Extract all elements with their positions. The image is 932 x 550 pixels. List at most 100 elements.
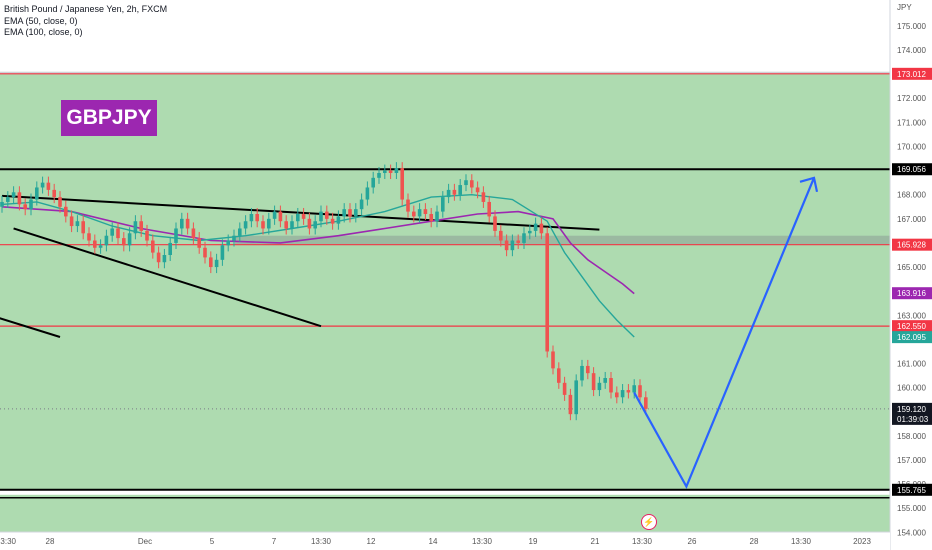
candle-body — [11, 192, 16, 198]
chart-legend: British Pound / Japanese Yen, 2h, FXCM E… — [4, 4, 167, 39]
price-tick: 174.000 — [897, 46, 926, 55]
price-tick: 154.000 — [897, 528, 926, 537]
candle-body — [626, 390, 631, 393]
price-tick: 155.000 — [897, 504, 926, 513]
candle-body — [162, 255, 167, 263]
price-tick: 172.000 — [897, 94, 926, 103]
candle-body — [365, 187, 370, 200]
candle-body — [574, 380, 578, 415]
candle-body — [475, 187, 480, 193]
projection-arrow-layer — [633, 176, 819, 490]
candle-body — [226, 240, 230, 246]
candle-body — [133, 221, 138, 234]
candle-body — [586, 365, 590, 374]
candle-body — [615, 392, 619, 398]
candle-body — [487, 201, 491, 217]
candle-body — [220, 245, 225, 260]
candle-body — [145, 230, 149, 241]
horizontal-levels-layer — [0, 71, 890, 499]
price-label-box — [892, 320, 932, 333]
candle-body — [412, 211, 416, 217]
candle-body — [342, 209, 346, 217]
candle-body — [209, 257, 213, 268]
lightning-icon[interactable]: ⚡ — [641, 514, 657, 530]
candle-body — [93, 240, 97, 248]
time-tick: Dec — [138, 537, 152, 546]
time-axis-bg — [0, 532, 890, 550]
candle-body — [180, 218, 184, 229]
candle-body — [504, 240, 509, 251]
candle-body — [110, 228, 114, 236]
price-label: 163.916 — [897, 289, 926, 298]
time-tick: 7 — [272, 537, 277, 546]
candle-body — [452, 189, 457, 195]
price-label: 162.550 — [897, 322, 926, 331]
time-tick: 5 — [210, 537, 215, 546]
candle-body — [64, 206, 68, 217]
candle-body — [17, 192, 22, 205]
time-tick: 28 — [750, 537, 759, 546]
candle-body — [232, 235, 236, 241]
time-axis[interactable]: 13:30 28 Dec 5 7 13:30 12 14 13:30 19 21 13:30 26 28 1… — [0, 531, 890, 550]
time-tick: 13:30 — [472, 537, 493, 546]
candle-body — [214, 259, 219, 268]
candle-body — [307, 218, 312, 229]
candle-body — [284, 221, 288, 229]
candle-body — [609, 378, 613, 393]
price-tick: 158.000 — [897, 432, 926, 441]
candle-body — [69, 216, 74, 227]
candle-body — [313, 221, 317, 229]
candle-body — [243, 221, 248, 229]
candle-body — [272, 211, 277, 219]
candle-body — [325, 211, 329, 219]
candle-body — [156, 252, 161, 263]
candle-body — [151, 240, 155, 253]
candle-body — [122, 238, 126, 246]
candle-body — [296, 214, 300, 222]
legend-ema100[interactable]: EMA (100, close, 0) — [4, 27, 83, 37]
target-zone-layer — [0, 73, 890, 532]
candle-body — [441, 197, 445, 212]
price-tick: 160.000 — [897, 384, 926, 393]
candle-body — [470, 180, 474, 188]
candle-body — [394, 168, 399, 173]
candle-body — [104, 235, 109, 246]
candle-body — [481, 192, 486, 202]
candle-body — [516, 240, 520, 243]
level-band — [0, 71, 890, 74]
trendline — [13, 227, 322, 328]
time-tick: 14 — [429, 537, 438, 546]
candle-body — [359, 199, 364, 210]
price-axis[interactable]: 175.000174.000173.000172.000171.000170.0… — [889, 0, 932, 550]
time-tick: 13:30 — [791, 537, 812, 546]
candle-body — [446, 189, 451, 198]
candle-body — [644, 397, 648, 409]
price-label: 169.056 — [897, 165, 926, 174]
price-label-box — [892, 67, 932, 80]
candle-body — [545, 233, 549, 352]
candle-body — [354, 209, 358, 217]
candle-body — [417, 209, 422, 217]
candle-body — [197, 238, 201, 248]
candle-body — [533, 223, 538, 231]
legend-title[interactable]: British Pound / Japanese Yen, 2h, FXCM — [4, 4, 168, 14]
price-label: 165.928 — [897, 241, 926, 250]
candle-body — [168, 242, 172, 255]
time-tick: 21 — [591, 537, 600, 546]
candle-body — [499, 230, 503, 241]
time-tick: 13:30 — [632, 537, 653, 546]
candle-body — [290, 221, 294, 229]
candle-body — [620, 390, 625, 398]
candle-body — [371, 177, 375, 188]
candle-body — [52, 189, 56, 198]
candle-body — [127, 233, 132, 246]
time-tick: 28 — [46, 537, 55, 546]
candle-body — [603, 378, 607, 383]
candle-body — [464, 180, 468, 186]
candle-body — [203, 247, 207, 258]
candle-body — [458, 185, 462, 195]
price-label-box — [892, 287, 932, 300]
legend-ema50[interactable]: EMA (50, close, 0) — [4, 15, 78, 26]
candle-body — [267, 218, 271, 229]
